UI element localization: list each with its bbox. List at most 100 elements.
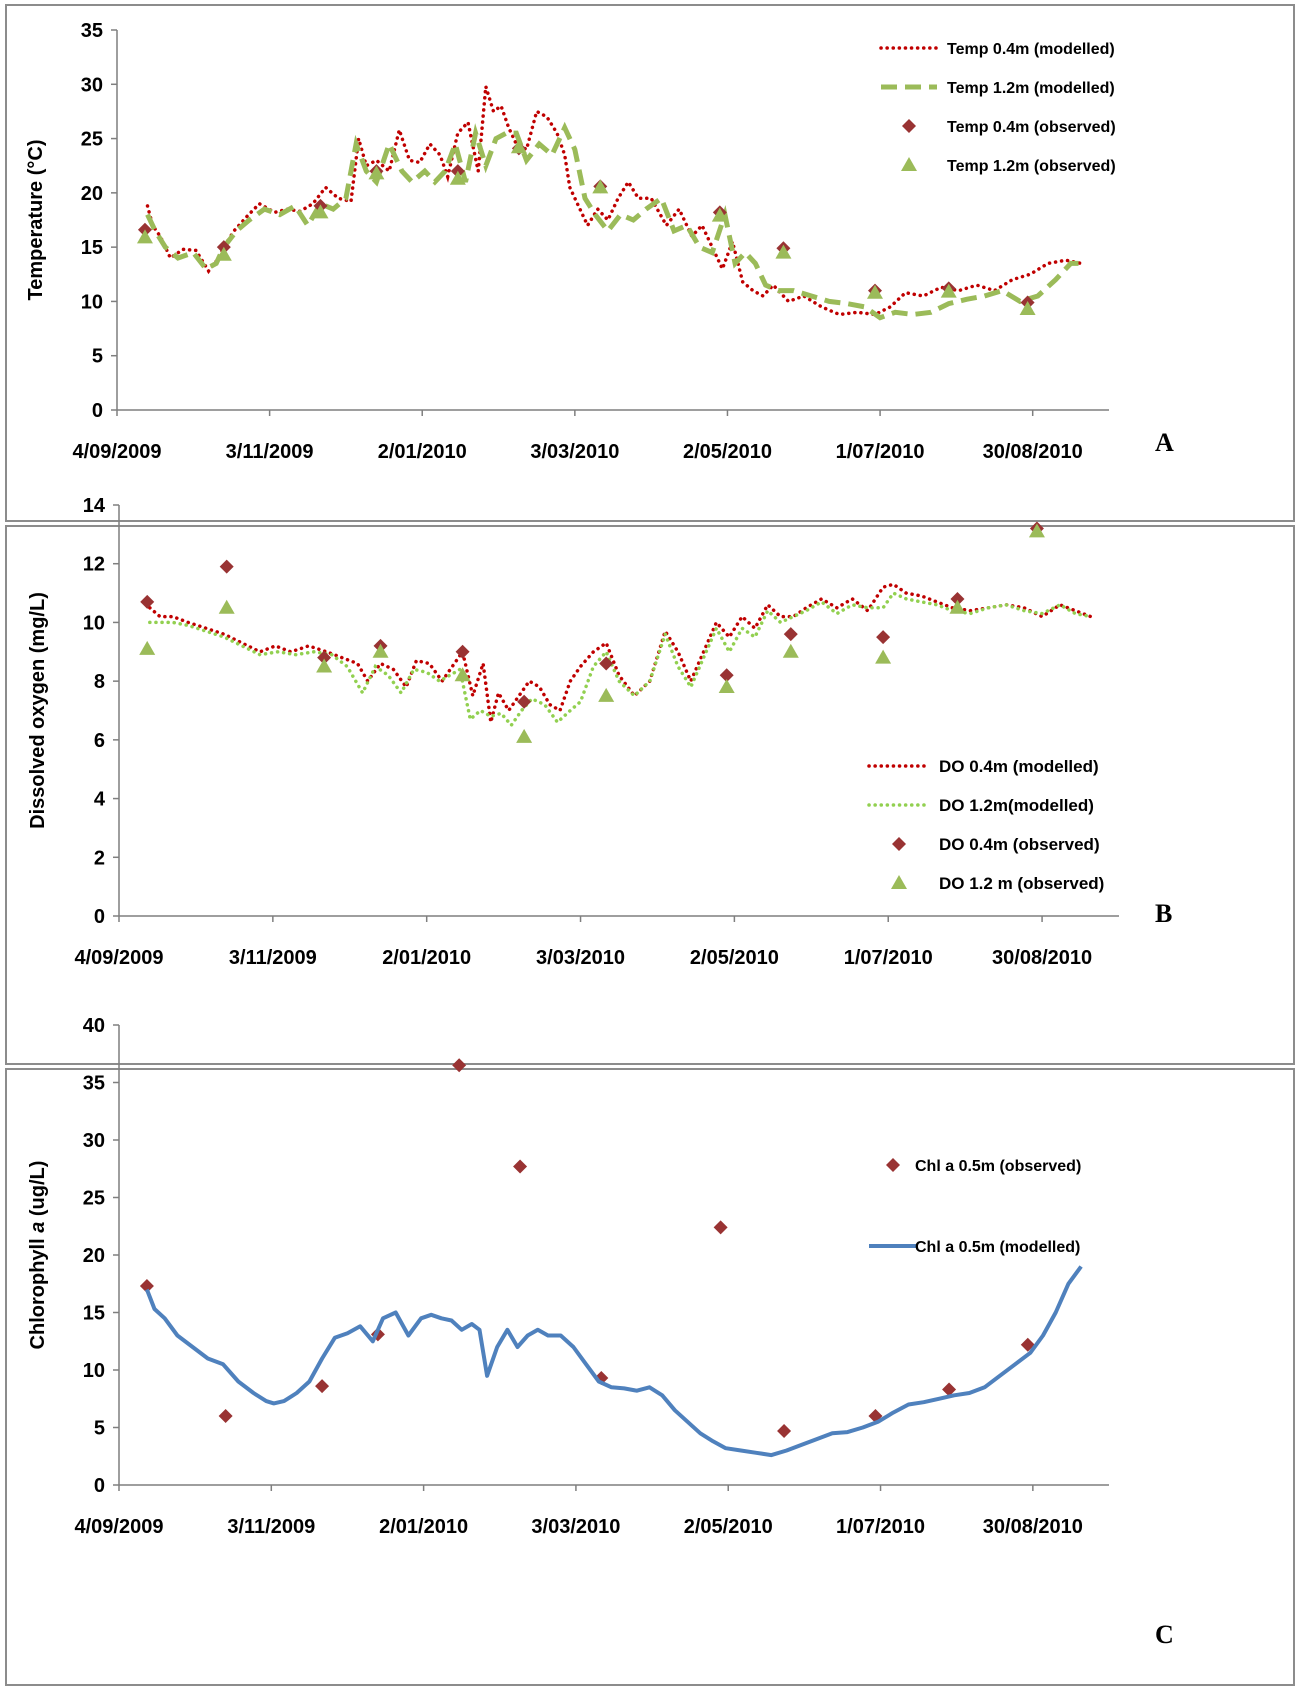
series-line [145,121,1081,321]
y-tick-label: 30 [83,1130,105,1152]
dissolved-oxygen-chart: 0 2 4 6 8 10 12 14 4/09/2009 3/11/2009 2/01/2010 3/… [27,495,1172,969]
panel-letter: A [1155,428,1174,457]
y-tick-label: 5 [94,1418,105,1440]
data-point [876,630,891,645]
legend-label: Chl a 0.5m (observed) [915,1158,1081,1175]
y-tick-label: 6 [94,730,105,752]
y-tick-label: 0 [92,400,103,422]
data-point [866,284,883,299]
data-point [218,599,235,614]
data-point [136,229,153,244]
data-point [139,640,156,655]
data-point [372,643,389,658]
series-line [145,85,1083,317]
data-point [942,1382,957,1397]
legend-swatch [892,837,906,851]
y-tick-label: 15 [83,1303,105,1325]
temperature-chart-panel: 0 5 10 15 20 25 30 35 4/09/2009 3/11/2009 2/01/201… [5,4,1295,522]
x-tick-label: 30/08/2010 [992,947,1092,969]
x-tick-label: 1/07/2010 [836,441,925,463]
legend-label: DO 0.4m (observed) [939,835,1100,854]
y-tick-label: 2 [94,847,105,869]
y-tick-label: 20 [81,183,103,205]
temperature-chart: 0 5 10 15 20 25 30 35 4/09/2009 3/11/2009 2/01/201… [25,20,1174,463]
x-tick-label: 1/07/2010 [836,1516,925,1538]
data-point [592,179,609,194]
data-point [315,1379,330,1394]
y-tick-label: 35 [83,1073,105,1095]
data-point [140,594,155,609]
y-tick-label: 8 [94,671,105,693]
y-tick-label: 25 [81,129,103,151]
chlorophyll-chart: 0 5 10 15 20 25 30 35 40 4/09/2009 3/11/2009 2/01/2… [27,1015,1174,1649]
data-point [316,658,333,673]
y-tick-label: 25 [83,1188,105,1210]
y-tick-label: 10 [81,291,103,313]
legend-label: DO 1.2 m (observed) [939,874,1104,893]
legend-swatch [886,1158,900,1172]
data-point [218,1409,233,1423]
data-point [139,1279,154,1294]
series-line [148,590,1093,729]
legend-label: DO 1.2m(modelled) [939,796,1094,815]
x-tick-label: 3/03/2010 [530,441,619,463]
data-point [454,667,471,682]
y-tick-label: 30 [81,74,103,96]
y-tick-label: 10 [83,1360,105,1382]
data-point [215,246,232,261]
x-tick-label: 4/09/2009 [73,441,162,463]
y-axis-title: Dissolved oxygen (mg/L) [27,592,49,829]
data-point [455,644,470,659]
y-tick-label: 40 [83,1015,105,1037]
y-axis-title-part: Chlorophyll [27,1233,49,1350]
x-tick-label: 2/01/2010 [382,947,471,969]
data-point [312,204,329,219]
data-point [517,694,532,709]
x-tick-label: 4/09/2009 [75,1516,164,1538]
x-tick-label: 2/05/2010 [690,947,779,969]
data-point [777,1423,792,1438]
y-axis-title: Temperature (°C) [25,140,47,301]
y-axis-title: Chlorophyll a (ug/L) [27,1161,49,1350]
x-tick-label: 30/08/2010 [983,1516,1083,1538]
data-point [510,139,527,154]
legend-swatch [891,875,907,889]
data-point [513,1159,528,1174]
legend-label: Temp 1.2m (observed) [947,158,1116,175]
data-point [940,283,957,298]
y-tick-label: 14 [83,495,106,517]
series-line [145,1265,1083,1458]
data-point [775,244,792,259]
data-point [516,728,533,743]
chlorophyll-chart-panel: 0 5 10 15 20 25 30 35 40 4/09/2009 3/11/2009 2/01/2… [5,1015,1295,1686]
y-tick-label: 0 [94,1475,105,1497]
data-point [594,1371,609,1386]
x-tick-label: 2/05/2010 [684,1516,773,1538]
data-point [317,650,332,665]
x-tick-label: 3/11/2009 [226,441,314,463]
legend-label: Chl a 0.5m (modelled) [915,1239,1080,1256]
y-tick-label: 20 [83,1245,105,1267]
y-axis-title-part: (ug/L) [27,1161,49,1222]
data-point [718,679,735,694]
y-tick-label: 0 [94,906,105,928]
data-point [449,170,466,185]
data-point [1019,301,1036,316]
panel-letter: C [1155,1620,1174,1649]
data-point [452,1058,467,1073]
y-axis-title-part: a [27,1222,49,1233]
series-line [148,582,1093,723]
y-tick-label: 15 [81,237,103,259]
legend-label: DO 0.4m (modelled) [939,757,1099,776]
legend-label: Temp 0.4m (observed) [947,119,1116,136]
legend-label: Temp 0.4m (modelled) [947,41,1115,58]
x-tick-label: 2/05/2010 [683,441,772,463]
x-tick-label: 3/03/2010 [536,947,625,969]
legend-swatch [902,119,916,133]
y-tick-label: 12 [83,554,105,576]
x-tick-label: 3/11/2009 [229,947,317,969]
data-point [719,668,734,683]
x-tick-label: 3/03/2010 [531,1516,620,1538]
x-tick-label: 3/11/2009 [227,1516,315,1538]
x-tick-label: 4/09/2009 [75,947,164,969]
